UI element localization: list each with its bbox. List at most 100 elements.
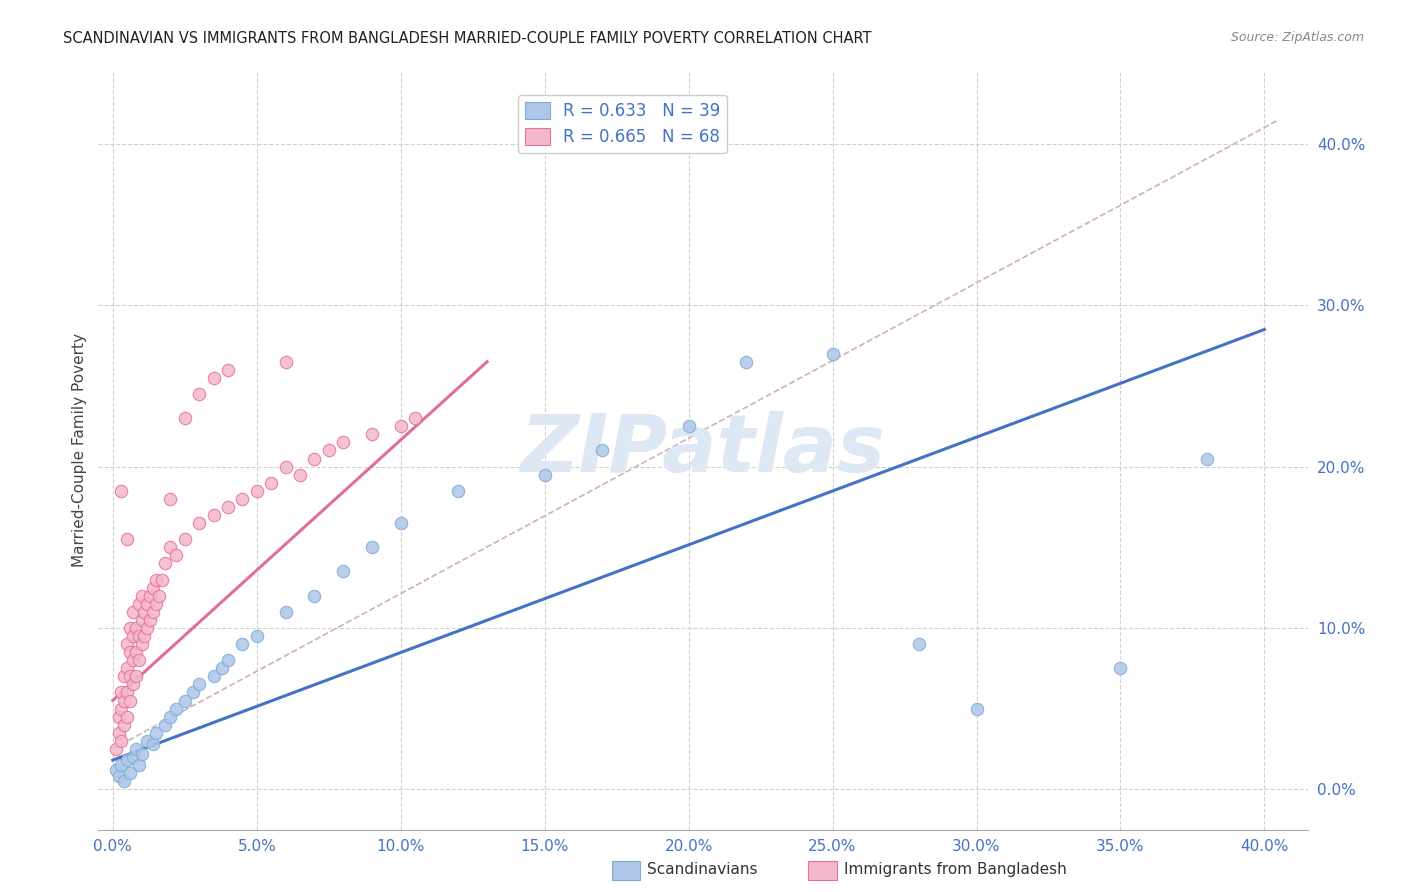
- Point: [128, 629, 150, 643]
- Point: [125, 742, 148, 756]
- Point: [142, 605, 165, 619]
- Point: [332, 565, 354, 579]
- Point: [122, 629, 145, 643]
- Point: [188, 677, 211, 691]
- Point: [142, 737, 165, 751]
- Point: [115, 753, 138, 767]
- Point: [107, 725, 129, 739]
- Point: [173, 532, 195, 546]
- Point: [153, 717, 176, 731]
- Point: [246, 483, 269, 498]
- Point: [533, 467, 555, 482]
- Point: [134, 629, 156, 643]
- Legend: R = 0.633   N = 39, R = 0.665   N = 68: R = 0.633 N = 39, R = 0.665 N = 68: [517, 95, 727, 153]
- Point: [304, 589, 326, 603]
- Text: Scandinavians: Scandinavians: [647, 863, 758, 877]
- Point: [447, 483, 470, 498]
- Point: [139, 613, 162, 627]
- Point: [115, 661, 138, 675]
- Point: [112, 774, 135, 789]
- Point: [246, 629, 269, 643]
- Point: [274, 459, 297, 474]
- Point: [104, 742, 127, 756]
- Point: [131, 637, 153, 651]
- Point: [120, 693, 142, 707]
- Point: [112, 693, 135, 707]
- Point: [112, 669, 135, 683]
- Text: SCANDINAVIAN VS IMMIGRANTS FROM BANGLADESH MARRIED-COUPLE FAMILY POVERTY CORRELA: SCANDINAVIAN VS IMMIGRANTS FROM BANGLADE…: [63, 31, 872, 46]
- Point: [110, 701, 132, 715]
- Point: [136, 621, 159, 635]
- Point: [139, 589, 162, 603]
- Point: [115, 532, 138, 546]
- Point: [217, 363, 239, 377]
- Point: [148, 589, 170, 603]
- Point: [120, 645, 142, 659]
- Point: [145, 573, 167, 587]
- Point: [112, 717, 135, 731]
- Point: [107, 709, 129, 723]
- Point: [165, 549, 187, 563]
- Point: [110, 758, 132, 772]
- Point: [1109, 661, 1132, 675]
- Point: [165, 701, 187, 715]
- Point: [159, 491, 181, 506]
- Point: [821, 346, 844, 360]
- Point: [131, 589, 153, 603]
- Point: [211, 661, 233, 675]
- Text: Source: ZipAtlas.com: Source: ZipAtlas.com: [1230, 31, 1364, 45]
- Point: [908, 637, 931, 651]
- Point: [131, 613, 153, 627]
- Point: [131, 747, 153, 761]
- Point: [153, 557, 176, 571]
- Point: [260, 475, 283, 490]
- Point: [966, 701, 988, 715]
- Text: ZIPatlas: ZIPatlas: [520, 411, 886, 490]
- Point: [120, 669, 142, 683]
- Point: [125, 621, 148, 635]
- Point: [134, 605, 156, 619]
- Point: [125, 645, 148, 659]
- Point: [361, 427, 384, 442]
- Point: [274, 605, 297, 619]
- Point: [188, 387, 211, 401]
- Point: [217, 653, 239, 667]
- Point: [183, 685, 205, 699]
- Point: [122, 677, 145, 691]
- Point: [120, 766, 142, 780]
- Point: [136, 597, 159, 611]
- Point: [150, 573, 173, 587]
- Point: [122, 605, 145, 619]
- Point: [122, 653, 145, 667]
- Point: [288, 467, 311, 482]
- Point: [145, 597, 167, 611]
- Point: [115, 637, 138, 651]
- Point: [110, 483, 132, 498]
- Y-axis label: Married-Couple Family Poverty: Married-Couple Family Poverty: [72, 334, 87, 567]
- Point: [1195, 451, 1218, 466]
- Point: [115, 709, 138, 723]
- Point: [107, 769, 129, 783]
- Point: [173, 411, 195, 425]
- Point: [332, 435, 354, 450]
- Point: [136, 734, 159, 748]
- Point: [318, 443, 340, 458]
- Point: [128, 758, 150, 772]
- Point: [125, 669, 148, 683]
- Point: [104, 763, 127, 777]
- Point: [389, 516, 412, 530]
- Point: [304, 451, 326, 466]
- Point: [120, 621, 142, 635]
- Text: Immigrants from Bangladesh: Immigrants from Bangladesh: [844, 863, 1066, 877]
- Point: [404, 411, 426, 425]
- Point: [202, 669, 225, 683]
- Point: [202, 508, 225, 522]
- Point: [110, 685, 132, 699]
- Point: [231, 491, 253, 506]
- Point: [142, 581, 165, 595]
- Point: [128, 597, 150, 611]
- Point: [159, 541, 181, 555]
- Point: [735, 355, 758, 369]
- Point: [389, 419, 412, 434]
- Point: [202, 371, 225, 385]
